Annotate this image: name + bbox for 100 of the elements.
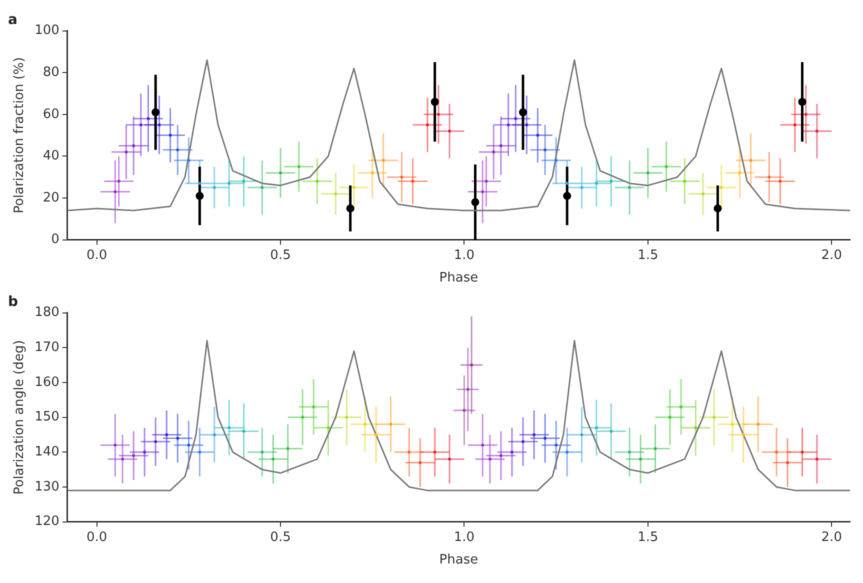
point [176, 436, 180, 440]
point [430, 98, 439, 106]
y-tick-label: 170 [34, 340, 60, 356]
point [510, 450, 514, 454]
point [117, 180, 120, 183]
point [187, 444, 190, 447]
point [132, 454, 136, 458]
point [370, 171, 374, 174]
point [312, 405, 316, 408]
point [411, 180, 414, 183]
y-tick-label: 20 [42, 190, 60, 206]
point [488, 458, 492, 461]
point [408, 450, 411, 454]
y-tick-label: 160 [34, 374, 60, 390]
point [345, 416, 348, 419]
point [346, 204, 354, 212]
x-tick-label: 2.0 [821, 530, 842, 545]
point [536, 134, 540, 137]
point [168, 134, 172, 137]
point [554, 444, 558, 447]
point [143, 450, 146, 454]
point [260, 450, 264, 454]
point [286, 447, 290, 450]
x-axis-title: Phase [439, 552, 478, 568]
point [519, 108, 528, 116]
point [594, 426, 598, 430]
point [492, 150, 496, 154]
point [525, 123, 528, 126]
point [628, 186, 632, 190]
x-tick-label: 2.0 [821, 248, 842, 263]
x-tick-label: 0.0 [86, 530, 108, 545]
point [228, 426, 231, 430]
point [187, 158, 190, 162]
x-tick-label: 1.5 [638, 530, 658, 545]
point [198, 182, 202, 185]
point [730, 422, 734, 426]
point [481, 190, 484, 194]
point [121, 458, 124, 461]
point [326, 426, 330, 430]
point [720, 186, 723, 190]
point [481, 444, 484, 447]
y-axis-title: Polarization angle (deg) [12, 340, 28, 495]
point [297, 165, 300, 168]
point [242, 430, 246, 433]
point [580, 433, 584, 436]
y-tick-label: 0 [51, 232, 60, 248]
point [158, 123, 161, 126]
point [804, 112, 808, 116]
y-tick-label: 180 [34, 305, 60, 320]
point [749, 158, 752, 162]
point [594, 182, 598, 185]
point [544, 436, 547, 440]
point [522, 440, 525, 444]
y-tick-label: 150 [34, 410, 60, 425]
point [471, 198, 480, 206]
x-tick-label: 0.5 [270, 248, 291, 263]
point [815, 458, 818, 461]
point [742, 433, 745, 436]
point [714, 204, 722, 212]
point [514, 117, 518, 120]
point [196, 192, 204, 200]
point [800, 450, 804, 454]
point [301, 416, 304, 419]
point [793, 123, 796, 126]
chart-title: b [8, 294, 18, 310]
point [382, 158, 385, 162]
point [775, 450, 778, 454]
x-tick-label: 1.5 [638, 248, 658, 263]
point [374, 433, 378, 436]
point [165, 433, 168, 436]
point [139, 123, 142, 126]
point [260, 186, 264, 190]
point [400, 176, 404, 179]
point [580, 186, 584, 190]
point [279, 171, 282, 174]
point [418, 461, 422, 464]
point [738, 171, 742, 174]
point [433, 450, 436, 454]
x-tick-label: 0.5 [270, 530, 291, 545]
point [544, 148, 547, 152]
point [242, 180, 246, 183]
point [815, 130, 818, 133]
point [272, 458, 275, 461]
point [499, 454, 502, 458]
point [212, 186, 216, 190]
x-axis-title: Phase [439, 270, 478, 286]
chart-title: a [8, 12, 18, 28]
y-tick-label: 130 [34, 479, 60, 494]
y-axis-title: Polarization fraction (%) [12, 57, 28, 214]
y-tick-label: 60 [42, 106, 60, 122]
point [664, 165, 668, 168]
point [566, 182, 569, 185]
point [532, 433, 536, 436]
point [563, 192, 572, 200]
point [683, 180, 686, 183]
point [679, 405, 682, 408]
point [228, 182, 231, 185]
point [756, 422, 760, 426]
point [462, 408, 466, 412]
point [506, 123, 510, 126]
